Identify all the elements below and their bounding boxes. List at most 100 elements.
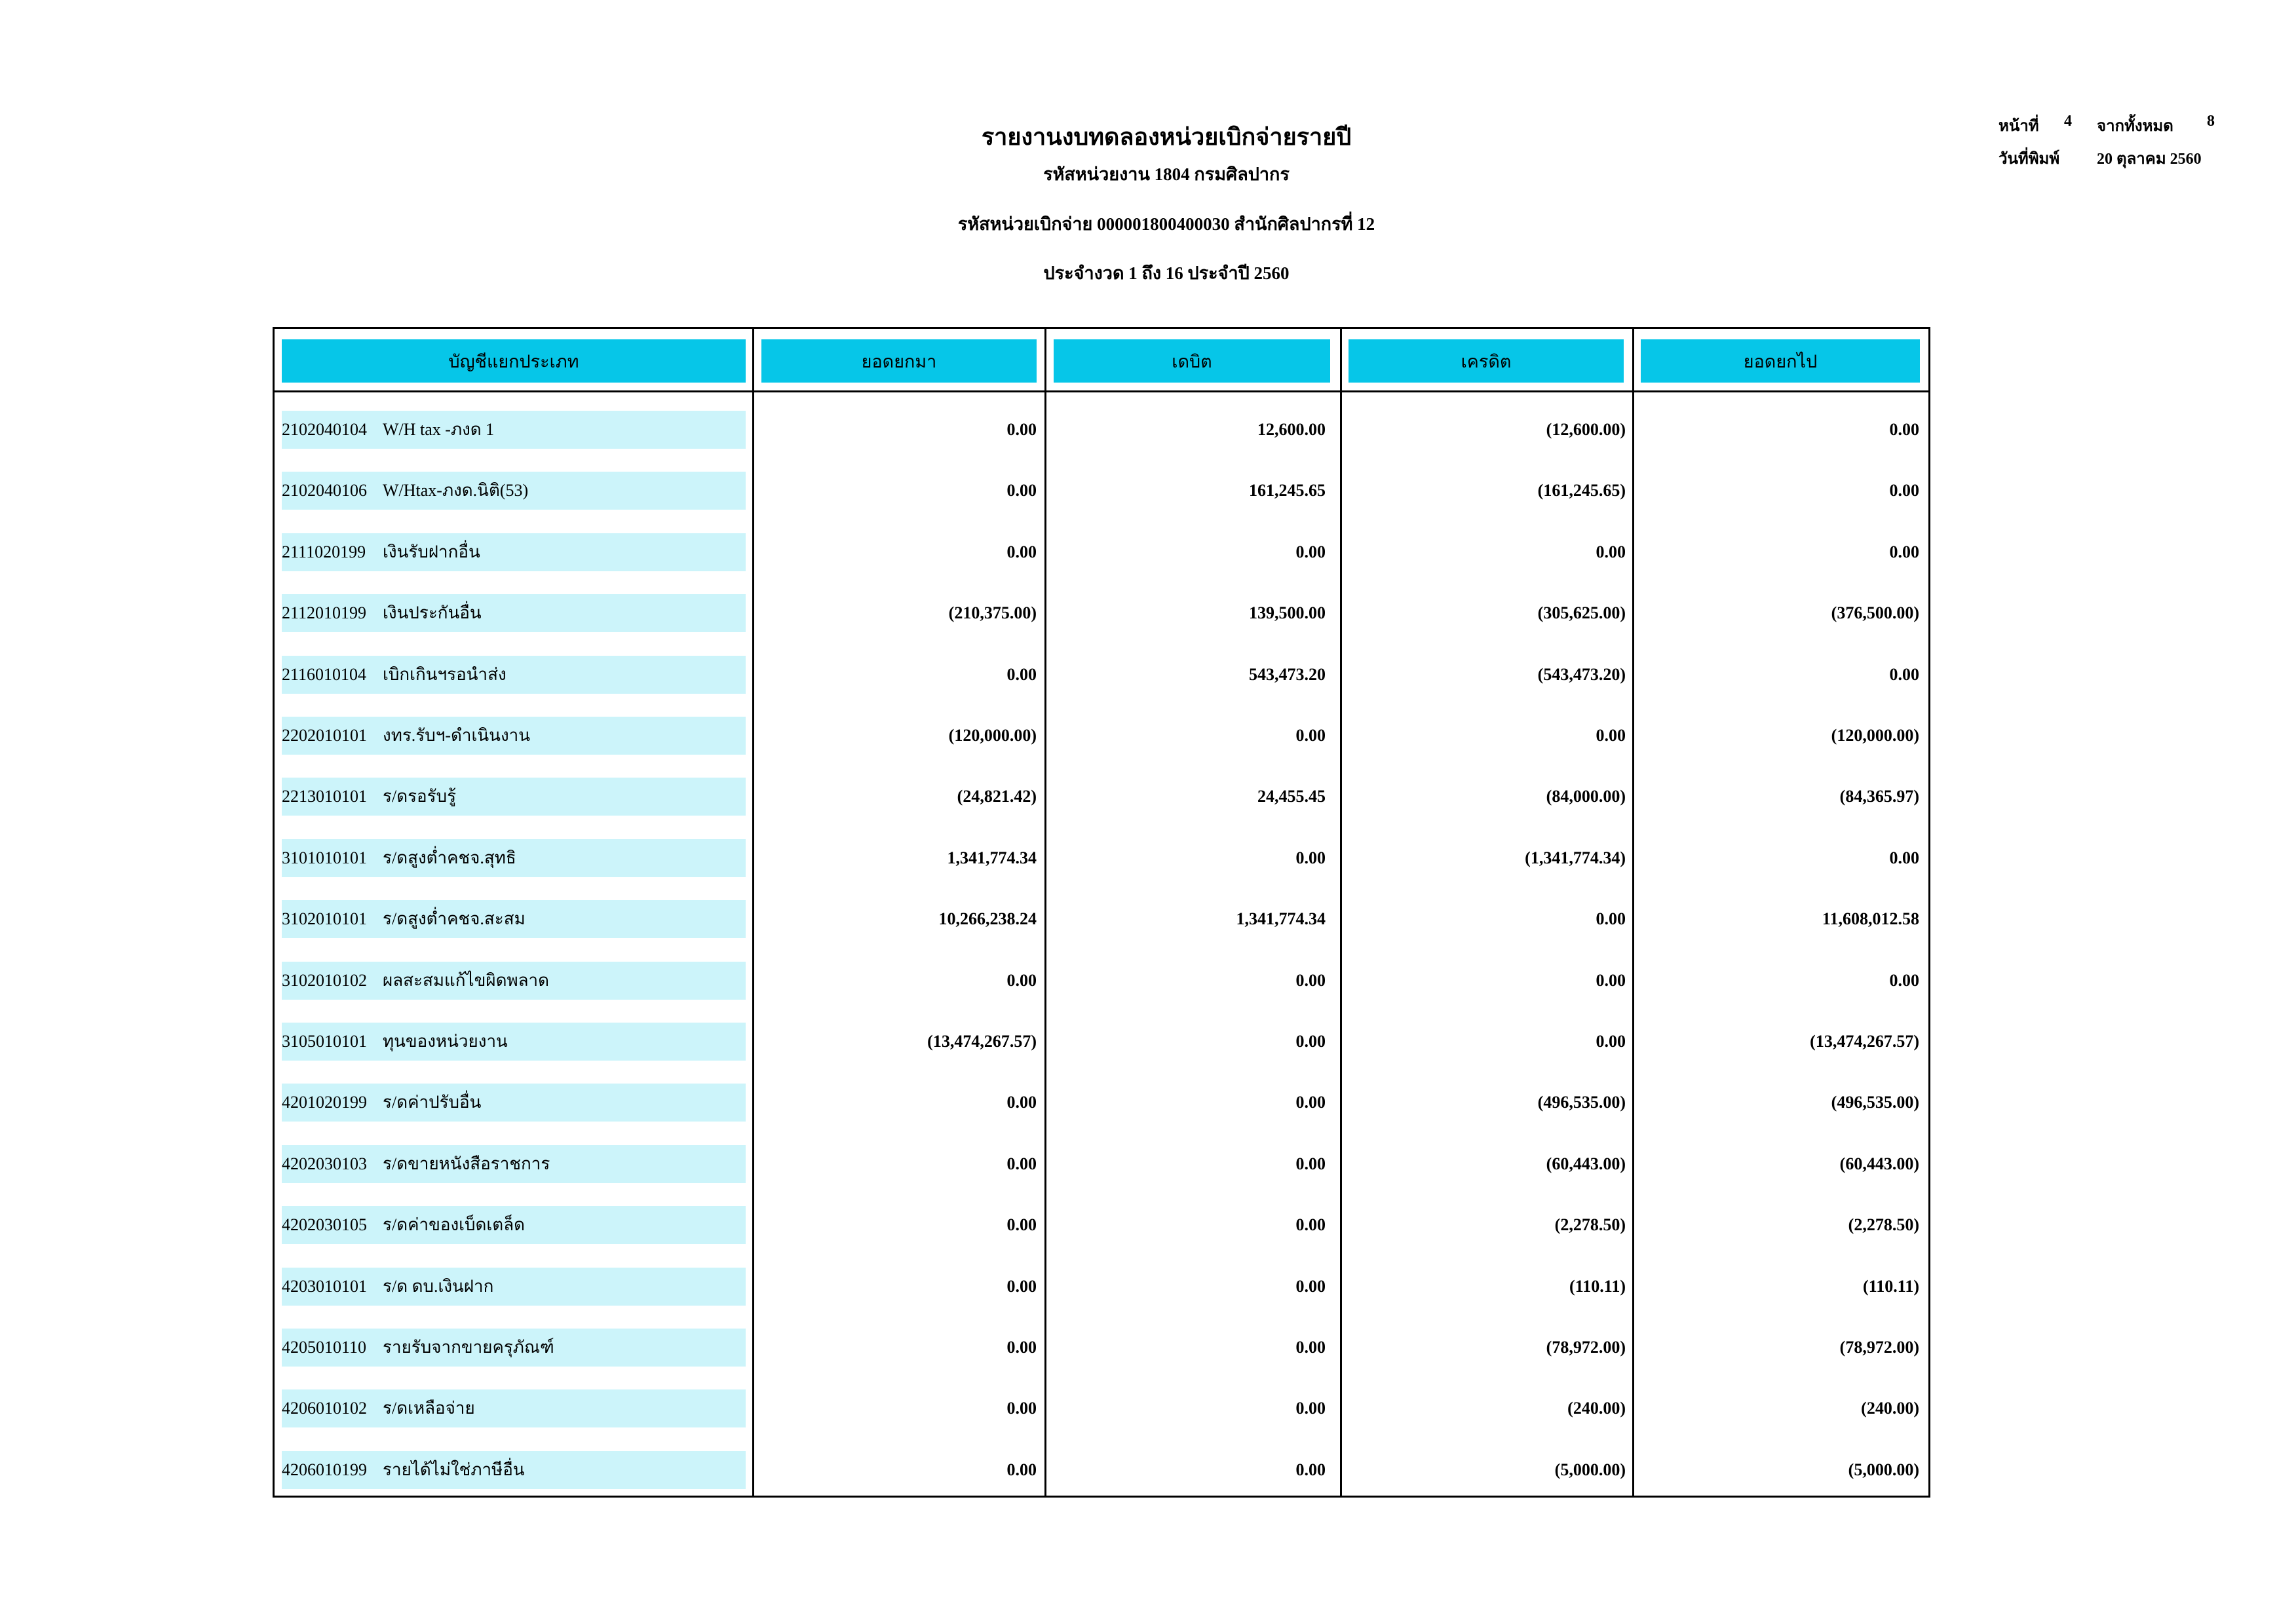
- amount: 0.00: [1596, 1032, 1626, 1051]
- amount: (1,341,774.34): [1525, 848, 1626, 867]
- account-code: 2213010101: [282, 787, 367, 806]
- amount: (24,821.42): [957, 787, 1037, 806]
- account-band: [282, 1206, 746, 1245]
- column-header: ยอดยกไป: [1641, 339, 1920, 383]
- account-name: W/Htax-ภงด.นิติ(53): [383, 481, 529, 500]
- amount: 0.00: [1006, 1154, 1037, 1173]
- amount: (240.00): [1567, 1399, 1626, 1418]
- amount: (60,443.00): [1546, 1154, 1626, 1173]
- account-code: 2102040106: [282, 481, 367, 500]
- amount: (13,474,267.57): [1810, 1032, 1919, 1051]
- account-name: ร/ดสูงต่ำคชจ.สะสม: [383, 909, 526, 929]
- amount: (84,000.00): [1546, 787, 1626, 806]
- account-code: 4201020199: [282, 1093, 367, 1112]
- account-band: [282, 839, 746, 877]
- account-code: 4206010199: [282, 1460, 367, 1479]
- amount: 0.00: [1006, 420, 1037, 439]
- account-name: ผลสะสมแก้ไขผิดพลาด: [383, 970, 550, 990]
- amount: (110.11): [1863, 1276, 1919, 1296]
- amount: 0.00: [1006, 664, 1037, 684]
- amount: 0.00: [1295, 1460, 1326, 1479]
- account-code: 4206010102: [282, 1399, 367, 1418]
- amount: (2,278.50): [1848, 1215, 1919, 1235]
- account-code: 3102010101: [282, 909, 367, 929]
- amount: 0.00: [1295, 726, 1326, 745]
- amount: 0.00: [1889, 420, 1920, 439]
- amount: (376,500.00): [1831, 603, 1919, 623]
- account-code: 2116010104: [282, 664, 367, 684]
- account-code: 3105010101: [282, 1032, 367, 1051]
- print-date-label: วันที่พิมพ์: [1999, 151, 2060, 168]
- amount: (13,474,267.57): [927, 1032, 1037, 1051]
- amount: 0.00: [1295, 542, 1326, 561]
- amount: 0.00: [1295, 1215, 1326, 1235]
- amount: (496,535.00): [1537, 1093, 1626, 1112]
- amount: 0.00: [1006, 542, 1037, 561]
- account-name: ร/ดขายหนังสือราชการ: [383, 1154, 550, 1173]
- amount: 0.00: [1295, 1338, 1326, 1357]
- amount: 0.00: [1889, 848, 1920, 867]
- account-band: [282, 961, 746, 1000]
- account-band: [282, 472, 746, 510]
- page-label: หน้าที่: [1999, 118, 2039, 135]
- amount: 161,245.65: [1249, 481, 1326, 500]
- account-band: [282, 1389, 746, 1428]
- amount: 139,500.00: [1249, 603, 1326, 623]
- amount: 0.00: [1006, 1338, 1037, 1357]
- account-band: [282, 533, 746, 571]
- amount: 0.00: [1295, 1276, 1326, 1296]
- amount: (78,972.00): [1546, 1338, 1626, 1357]
- account-code: 4202030103: [282, 1154, 367, 1173]
- amount: (543,473.20): [1537, 664, 1626, 684]
- report-title: รายงานงบทดลองหน่วยเบิกจ่ายรายปี: [981, 124, 1352, 150]
- amount: (161,245.65): [1537, 481, 1626, 500]
- page-number: 4: [2064, 113, 2072, 130]
- column-divider: [1340, 327, 1342, 1498]
- account-name: รายรับจากขายครุภัณฑ์: [383, 1338, 554, 1357]
- amount: 0.00: [1006, 1276, 1037, 1296]
- column-divider: [752, 327, 754, 1498]
- account-band: [282, 778, 746, 816]
- amount: 543,473.20: [1249, 664, 1326, 684]
- account-band: [282, 1023, 746, 1061]
- account-code: 2112010199: [282, 603, 367, 623]
- amount: (305,625.00): [1537, 603, 1626, 623]
- amount: (2,278.50): [1554, 1215, 1626, 1235]
- account-code: 2202010101: [282, 726, 367, 745]
- account-code: 4203010101: [282, 1276, 367, 1296]
- amount: (210,375.00): [948, 603, 1037, 623]
- column-divider: [1632, 327, 1634, 1498]
- account-code: 3102010102: [282, 970, 367, 990]
- amount: 0.00: [1889, 481, 1920, 500]
- account-code: 2102040104: [282, 420, 367, 439]
- amount: 0.00: [1006, 1215, 1037, 1235]
- report-period: ประจำงวด 1 ถึง 16 ประจำปี 2560: [1043, 263, 1290, 283]
- account-band: [282, 1084, 746, 1122]
- account-band: [282, 900, 746, 939]
- amount: 11,608,012.58: [1822, 909, 1919, 929]
- report-subtitle: รหัสหน่วยงาน 1804 กรมศิลปากร: [1043, 164, 1290, 184]
- column-header: ยอดยกมา: [761, 339, 1037, 383]
- amount: 0.00: [1006, 970, 1037, 990]
- total-label: จากทั้งหมด: [2097, 118, 2173, 135]
- amount: 0.00: [1295, 1154, 1326, 1173]
- column-header: เครดิต: [1349, 339, 1624, 383]
- account-code: 4205010110: [282, 1338, 367, 1357]
- amount: 0.00: [1889, 970, 1920, 990]
- amount: 12,600.00: [1257, 420, 1326, 439]
- amount: (240.00): [1861, 1399, 1919, 1418]
- amount: 0.00: [1006, 1093, 1037, 1112]
- amount: 0.00: [1596, 542, 1626, 561]
- amount: (120,000.00): [948, 726, 1037, 745]
- account-band: [282, 594, 746, 633]
- account-name: ร/ดรอรับรู้: [383, 787, 457, 806]
- account-name: ทุนของหน่วยงาน: [383, 1032, 508, 1051]
- account-name: ร/ด ดบ.เงินฝาก: [383, 1276, 494, 1296]
- account-name: ร/ดค่าปรับอื่น: [383, 1093, 482, 1112]
- account-band: [282, 1267, 746, 1306]
- account-band: [282, 717, 746, 755]
- amount: 0.00: [1295, 1032, 1326, 1051]
- amount: 24,455.45: [1257, 787, 1326, 806]
- account-band: [282, 1329, 746, 1367]
- account-name: ร/ดสูงต่ำคชจ.สุทธิ: [383, 848, 516, 867]
